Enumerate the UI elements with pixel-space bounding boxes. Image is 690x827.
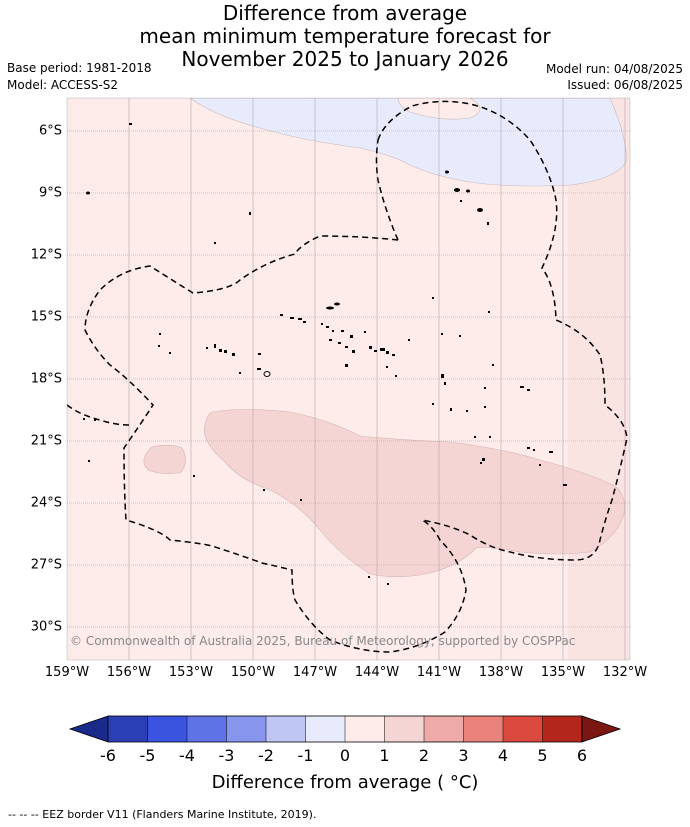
longitude-label: 159°W <box>44 665 90 680</box>
colorbar-tick: -6 <box>100 746 116 765</box>
longitude-label: 141°W <box>416 665 462 680</box>
colorbar-tick: 5 <box>537 746 548 765</box>
eez-legend-footnote: -- -- -- EEZ border V11 (Flanders Marine… <box>8 808 317 821</box>
latitude-label: 6°S <box>38 123 62 139</box>
base-period-label: Base period: 1981-2018 <box>7 61 152 75</box>
colorbar <box>68 715 622 743</box>
longitude-label: 147°W <box>292 665 338 680</box>
copyright-credit: © Commonwealth of Australia 2025, Bureau… <box>70 634 576 648</box>
anomaly-1-to-2-region <box>203 409 626 578</box>
model-run-label: Model run: 04/08/2025 <box>545 62 683 76</box>
longitude-label: 132°W <box>602 665 648 680</box>
longitude-label: 150°W <box>230 665 276 680</box>
colorbar-tick: -2 <box>258 746 274 765</box>
eez-border <box>67 100 628 653</box>
model-label: Model: ACCESS-S2 <box>7 78 119 92</box>
longitude-label: 144°W <box>354 665 400 680</box>
colorbar-tick: 6 <box>576 746 588 765</box>
colorbar-tick: 2 <box>418 746 430 765</box>
colorbar-tick: 0 <box>339 746 351 765</box>
latitude-label: 15°S <box>30 309 62 325</box>
map-title-line-2: mean minimum temperature forecast for <box>139 24 551 48</box>
issued-label: Issued: 06/08/2025 <box>567 78 683 92</box>
colorbar-min-arrow <box>68 715 109 743</box>
colorbar-tick: -4 <box>179 746 195 765</box>
map-title-line-1: Difference from average <box>222 1 468 25</box>
graticule <box>67 98 630 660</box>
latitude-label: 18°S <box>30 371 62 387</box>
colorbar-title: Difference from average ( °C) <box>211 772 479 793</box>
map-plot-area <box>67 98 630 660</box>
latitude-label: 12°S <box>30 247 62 263</box>
colorbar-tick: -3 <box>218 746 235 765</box>
colorbar-tick: -5 <box>139 746 156 765</box>
colorbar-tick: 3 <box>458 746 469 765</box>
longitude-label: 156°W <box>106 665 152 680</box>
longitude-label: 135°W <box>540 665 586 680</box>
anomaly-1-to-2-small-region <box>143 444 186 474</box>
islands <box>83 123 567 585</box>
latitude-label: 24°S <box>30 495 62 511</box>
latitude-label: 27°S <box>30 557 62 573</box>
map-title-line-3: November 2025 to January 2026 <box>181 47 509 71</box>
longitude-label: 153°W <box>168 665 214 680</box>
map-frame <box>66 97 631 661</box>
colorbar-tick: -1 <box>297 746 314 765</box>
colorbar-tick: 1 <box>379 746 390 765</box>
longitude-label: 138°W <box>478 665 524 680</box>
latitude-label: 30°S <box>30 619 62 635</box>
latitude-label: 21°S <box>30 433 62 449</box>
latitude-label: 9°S <box>38 185 62 201</box>
anomaly-0-to-1-region <box>67 98 630 660</box>
colorbar-tick: 4 <box>497 746 509 765</box>
colorbar-max-arrow <box>581 715 622 743</box>
